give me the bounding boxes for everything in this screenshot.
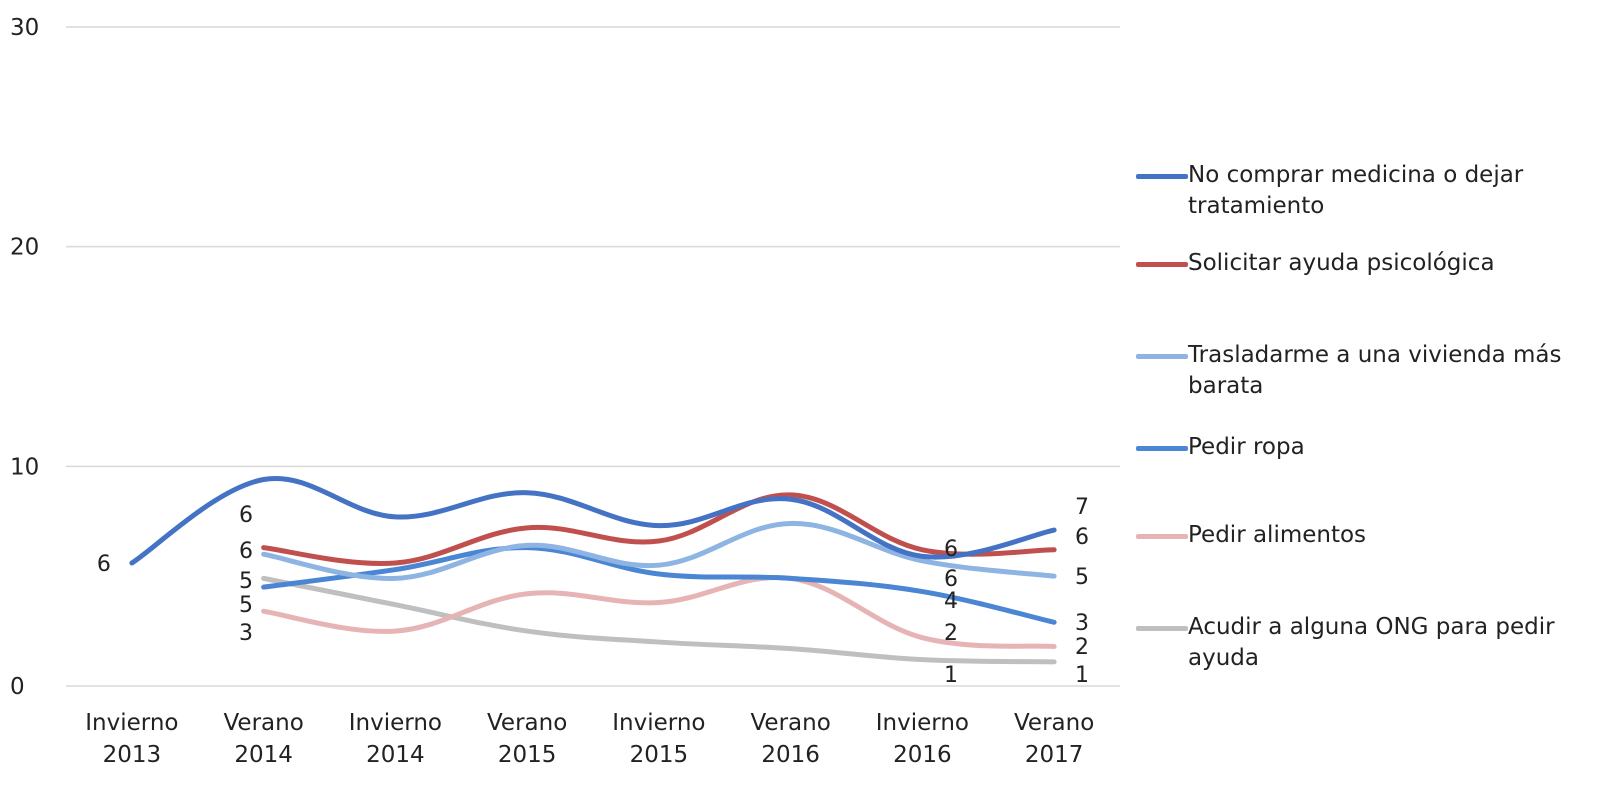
x-tick-label: Invierno 2013 [85,710,178,768]
legend-item: Acudir a alguna ONG para pedir ayuda [1136,612,1608,674]
series-line [129,475,1057,566]
x-tick-label: Verano 2014 [223,710,303,768]
legend-swatch [1136,626,1188,631]
legend-item: No comprar medicina o dejar tratamiento [1136,160,1608,222]
data-label: 1 [944,663,958,688]
series-lines [129,475,1057,665]
data-label: 6 [239,539,253,564]
legend-swatch [1136,446,1188,451]
data-label: 1 [1075,663,1089,688]
data-label: 3 [239,621,253,646]
data-label: 2 [944,621,958,646]
x-axis-ticks: Invierno 2013 Verano 2014 Invierno 2014 Verano… [85,710,1094,768]
legend-swatch [1136,174,1188,179]
data-label: 5 [239,569,253,594]
y-tick-label: 30 [10,15,39,41]
series-line [261,545,1057,625]
data-label: 5 [239,593,253,618]
legend-swatch [1136,262,1188,267]
legend-item: Pedir ropa [1136,432,1608,463]
data-label: 6 [944,567,958,592]
series-line [261,492,1057,566]
data-label: 5 [1075,565,1089,590]
data-label: 7 [1075,495,1089,520]
legend-label: Pedir alimentos [1188,522,1367,548]
legend-label: Solicitar ayuda psicológica [1188,250,1495,276]
y-axis-ticks: 0 10 20 30 [10,15,39,700]
y-tick-label: 0 [10,674,25,700]
legend-label: Acudir a alguna ONG para pedir ayuda [1188,614,1555,671]
data-label: 6 [97,552,111,577]
data-label: 6 [944,537,958,562]
y-tick-label: 10 [10,454,39,480]
data-label: 2 [1075,635,1089,660]
legend-label: No comprar medicina o dejar tratamiento [1188,162,1524,219]
legend-item: Trasladarme a una vivienda más barata [1136,340,1608,402]
series-line [261,575,1057,665]
series-line [261,520,1057,581]
data-labels: 66 76 6 65 6 55 433 221 1 [97,495,1089,688]
data-label: 4 [944,589,958,614]
legend-item: Solicitar ayuda psicológica [1136,248,1608,279]
x-tick-label: Invierno 2014 [349,710,442,768]
data-label: 6 [239,503,253,528]
legend-swatch [1136,534,1188,539]
data-label: 6 [1075,525,1089,550]
legend-swatch [1136,354,1188,359]
gridlines [66,26,1120,687]
x-tick-label: Verano 2016 [750,710,830,768]
series-line [261,574,1057,649]
legend-item: Pedir alimentos [1136,520,1608,551]
data-label: 3 [1075,611,1089,636]
legend-label: Pedir ropa [1188,434,1305,460]
x-tick-label: Verano 2017 [1014,710,1094,768]
legend-label: Trasladarme a una vivienda más barata [1188,342,1562,399]
y-tick-label: 20 [10,235,39,261]
x-tick-label: Invierno 2015 [612,710,705,768]
x-tick-label: Invierno 2016 [876,710,969,768]
x-tick-label: Verano 2015 [487,710,567,768]
